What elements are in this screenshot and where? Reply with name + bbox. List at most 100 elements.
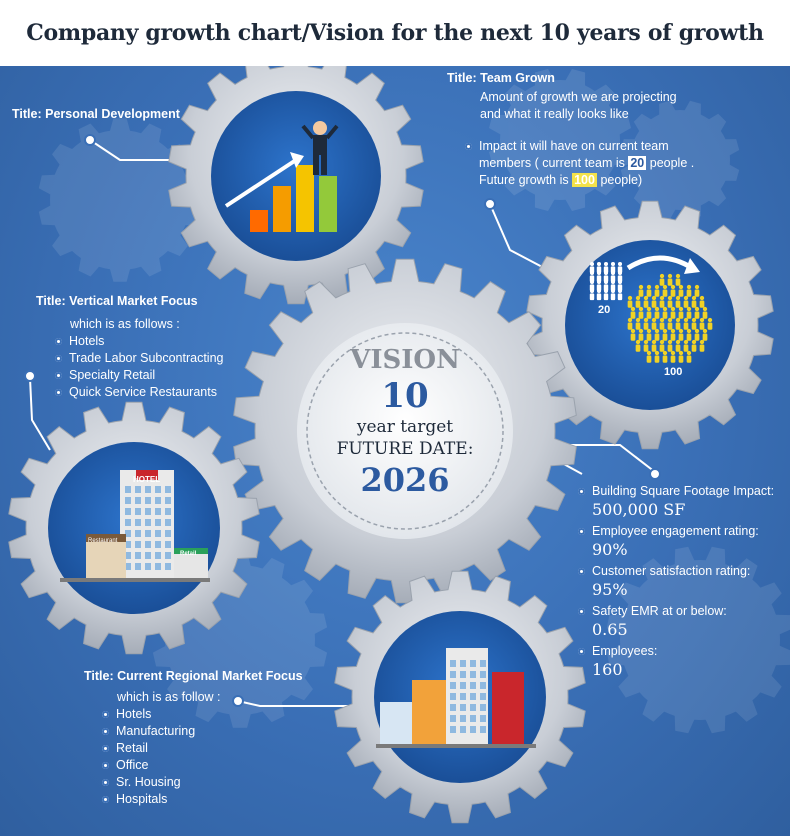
window [460,715,466,722]
vision-future-date: FUTURE DATE: [336,439,474,459]
vision-text: VISION 10 year target FUTURE DATE: 2026 [305,344,505,500]
stat-item: Employees: 160 [576,643,788,680]
vertical-market-list: Hotels Trade Labor Subcontracting Specialt… [53,333,224,401]
stat-label: Customer satisfaction rating: [592,564,751,578]
person-icon [610,288,616,301]
window [470,671,476,678]
person-icon [675,317,681,330]
window [155,563,161,570]
stat-item: Customer satisfaction rating: 95% [576,563,788,600]
window [470,660,476,667]
window [155,541,161,548]
window [450,682,456,689]
future-prefix: Future growth is [479,173,569,187]
window [145,519,151,526]
person-icon [678,350,684,363]
vision-center [297,323,513,539]
background-gear [606,546,790,734]
vertical-market-intro: which is as follows : [70,317,180,331]
window [165,519,171,526]
regional-market-item: Sr. Housing [100,774,195,791]
regional-market-illustration [374,611,546,783]
person-icon [654,306,660,319]
person-icon [651,339,657,352]
person-icon [617,288,623,301]
window [450,715,456,722]
window [470,704,476,711]
vision-year-target: year target [356,417,454,437]
window [460,671,466,678]
retail-sign: Retail [180,551,197,557]
personal-development-title: Title: Personal Development [12,107,180,121]
window [145,497,151,504]
window [470,726,476,733]
regional-market-item: Retail [100,740,195,757]
person-icon [646,284,652,297]
regional-market-title: Title: Current Regional Market Focus [84,669,303,683]
window [125,486,131,493]
person-icon [675,273,681,286]
person-icon [694,306,700,319]
person-icon [662,306,668,319]
window [155,486,161,493]
stat-item: Safety EMR at or below: 0.65 [576,603,788,640]
window [135,508,141,515]
person-icon [638,306,644,319]
person-icon [646,306,652,319]
page-title: Company growth chart/Vision for the next… [26,20,764,46]
window [125,552,131,559]
future-team-count: 100 [572,173,597,187]
person-icon [675,339,681,352]
person-icon [635,339,641,352]
window [155,530,161,537]
regional-market-item: Manufacturing [100,723,195,740]
person-icon [667,317,673,330]
person-icon [699,295,705,308]
person-icon [667,295,673,308]
window [145,508,151,515]
window [145,530,151,537]
window [460,693,466,700]
person-icon [683,317,689,330]
vision-years: 10 [381,376,429,416]
person-icon [654,284,660,297]
person-icon [667,273,673,286]
stat-value: 95% [592,580,628,599]
team-large-label: 100 [664,366,683,378]
vertical-market-item: Quick Service Restaurants [53,384,224,401]
window [145,541,151,548]
person-icon [678,306,684,319]
window [165,508,171,515]
person-icon [670,284,676,297]
person-icon [678,284,684,297]
person-icon [678,328,684,341]
person-icon [643,295,649,308]
window [145,563,151,570]
window [165,530,171,537]
person-icon [646,350,652,363]
stat-label: Employee engagement rating: [592,524,759,538]
person-icon [627,317,633,330]
person-icon [691,295,697,308]
window [480,693,486,700]
regional-market-item: Hospitals [100,791,195,808]
person-icon [643,317,649,330]
window [450,693,456,700]
window [165,541,171,548]
stat-label: Employees: [592,644,658,658]
person-icon [596,288,602,301]
person-icon [630,306,636,319]
window [155,552,161,559]
person-icon [662,328,668,341]
person-icon [659,295,665,308]
window [460,660,466,667]
person-icon [686,306,692,319]
person-icon [670,328,676,341]
person-icon [659,317,665,330]
person-icon [589,288,595,301]
person-icon [635,295,641,308]
vertical-market-item: Hotels [53,333,224,350]
vision-heading: VISION [350,345,460,375]
